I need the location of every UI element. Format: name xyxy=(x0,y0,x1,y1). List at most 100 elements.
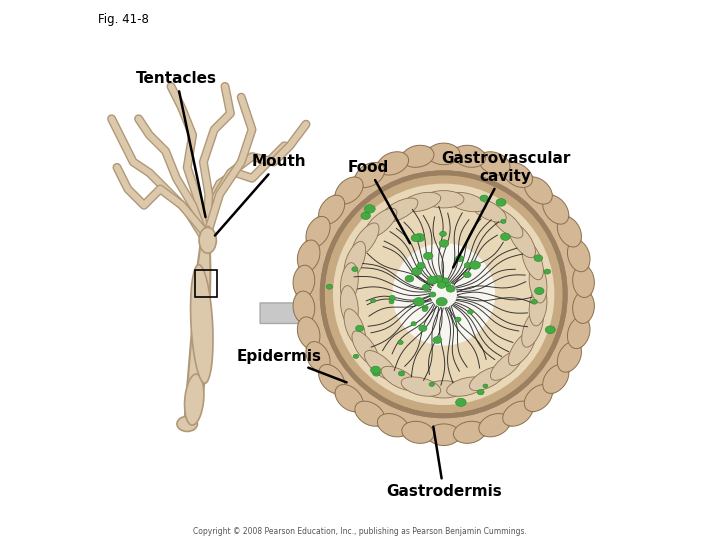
Ellipse shape xyxy=(522,241,544,280)
Ellipse shape xyxy=(352,267,358,272)
Ellipse shape xyxy=(306,217,330,247)
Ellipse shape xyxy=(490,208,523,238)
Ellipse shape xyxy=(433,275,443,282)
Ellipse shape xyxy=(479,414,510,437)
FancyArrow shape xyxy=(260,298,314,329)
Ellipse shape xyxy=(297,317,320,349)
Ellipse shape xyxy=(405,275,414,282)
Ellipse shape xyxy=(389,300,394,304)
Ellipse shape xyxy=(464,262,472,268)
Ellipse shape xyxy=(436,298,447,306)
Ellipse shape xyxy=(454,421,485,443)
Ellipse shape xyxy=(413,298,425,306)
Ellipse shape xyxy=(477,389,484,395)
Ellipse shape xyxy=(398,371,405,376)
Ellipse shape xyxy=(480,195,488,201)
Ellipse shape xyxy=(500,233,510,240)
Ellipse shape xyxy=(454,145,485,167)
Ellipse shape xyxy=(439,240,449,247)
Ellipse shape xyxy=(531,299,537,304)
Text: Mouth: Mouth xyxy=(215,154,307,235)
Ellipse shape xyxy=(543,195,569,224)
Circle shape xyxy=(323,173,565,416)
Ellipse shape xyxy=(479,152,510,175)
Ellipse shape xyxy=(344,241,366,280)
Ellipse shape xyxy=(483,384,488,388)
Ellipse shape xyxy=(355,401,384,426)
Text: Fig. 41-8: Fig. 41-8 xyxy=(98,14,149,26)
Ellipse shape xyxy=(417,262,426,269)
Ellipse shape xyxy=(335,177,363,204)
Ellipse shape xyxy=(414,233,425,242)
Ellipse shape xyxy=(442,278,449,283)
Ellipse shape xyxy=(456,399,466,407)
Ellipse shape xyxy=(341,286,359,326)
Ellipse shape xyxy=(341,263,359,303)
Ellipse shape xyxy=(381,366,418,390)
Ellipse shape xyxy=(543,364,569,393)
Ellipse shape xyxy=(524,384,552,411)
Ellipse shape xyxy=(397,340,403,345)
Ellipse shape xyxy=(423,305,428,310)
Ellipse shape xyxy=(496,199,506,206)
Ellipse shape xyxy=(503,401,533,426)
Text: Gastrovascular
cavity: Gastrovascular cavity xyxy=(441,151,570,267)
Ellipse shape xyxy=(544,269,551,274)
Ellipse shape xyxy=(567,317,590,349)
Ellipse shape xyxy=(364,205,375,213)
Ellipse shape xyxy=(326,284,333,289)
Ellipse shape xyxy=(364,350,397,380)
Ellipse shape xyxy=(437,282,446,288)
Ellipse shape xyxy=(371,366,381,374)
Ellipse shape xyxy=(423,191,464,208)
Polygon shape xyxy=(184,227,210,421)
Ellipse shape xyxy=(389,295,395,300)
Ellipse shape xyxy=(335,384,363,411)
Ellipse shape xyxy=(446,377,486,396)
Ellipse shape xyxy=(446,192,486,212)
Ellipse shape xyxy=(524,177,552,204)
Text: Food: Food xyxy=(348,160,410,243)
Ellipse shape xyxy=(469,198,506,222)
Ellipse shape xyxy=(356,325,364,332)
Ellipse shape xyxy=(370,299,376,302)
Ellipse shape xyxy=(503,163,533,187)
Ellipse shape xyxy=(455,317,461,322)
Ellipse shape xyxy=(352,331,379,366)
Ellipse shape xyxy=(529,263,547,303)
Ellipse shape xyxy=(177,416,197,431)
Ellipse shape xyxy=(500,219,506,224)
Ellipse shape xyxy=(419,325,427,332)
Ellipse shape xyxy=(355,163,384,187)
Ellipse shape xyxy=(440,231,446,237)
Ellipse shape xyxy=(411,322,416,326)
Ellipse shape xyxy=(428,143,460,165)
Ellipse shape xyxy=(508,223,536,258)
Ellipse shape xyxy=(381,198,418,222)
Ellipse shape xyxy=(429,292,436,297)
Ellipse shape xyxy=(354,354,359,359)
Ellipse shape xyxy=(293,291,315,323)
Ellipse shape xyxy=(191,265,213,383)
Ellipse shape xyxy=(469,366,506,390)
Ellipse shape xyxy=(319,195,345,224)
Ellipse shape xyxy=(456,255,464,262)
Ellipse shape xyxy=(429,382,434,386)
Ellipse shape xyxy=(412,268,422,275)
Ellipse shape xyxy=(401,192,441,212)
Text: Epidermis: Epidermis xyxy=(236,349,346,382)
Ellipse shape xyxy=(427,276,438,284)
Ellipse shape xyxy=(293,265,315,298)
Ellipse shape xyxy=(467,309,473,314)
Ellipse shape xyxy=(319,364,345,393)
Ellipse shape xyxy=(444,282,451,287)
Ellipse shape xyxy=(433,336,442,343)
Ellipse shape xyxy=(344,309,366,347)
Ellipse shape xyxy=(377,152,408,175)
Ellipse shape xyxy=(535,287,544,295)
Ellipse shape xyxy=(490,350,523,380)
Ellipse shape xyxy=(372,370,380,376)
Ellipse shape xyxy=(422,284,430,291)
Ellipse shape xyxy=(423,381,464,398)
Text: Tentacles: Tentacles xyxy=(136,71,217,217)
